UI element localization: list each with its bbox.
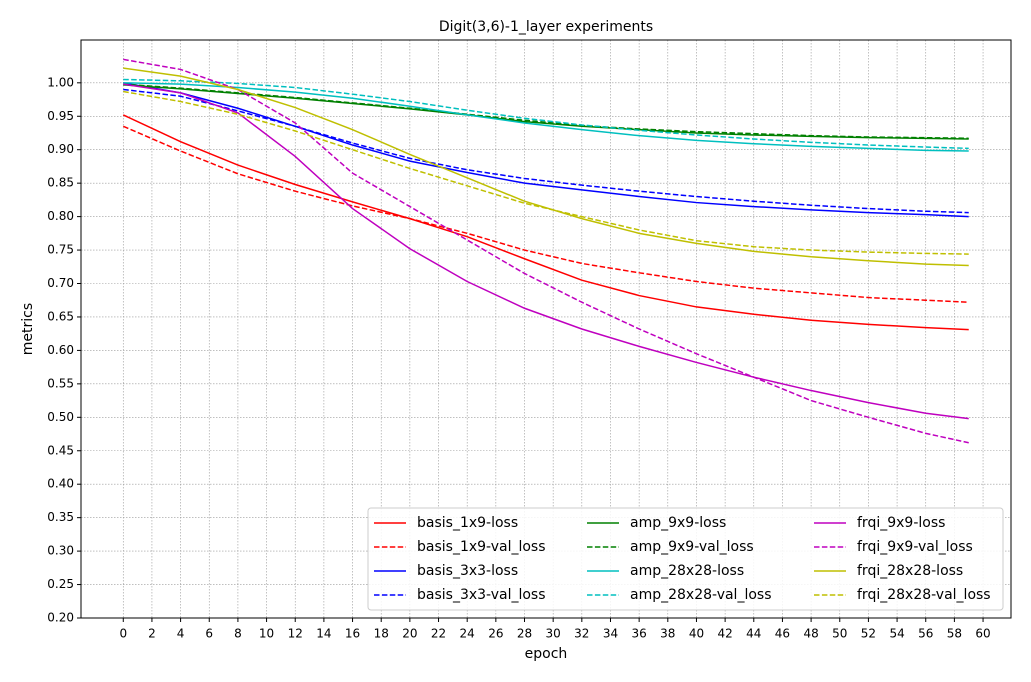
- x-tick-label: 44: [746, 627, 761, 641]
- legend-label: amp_9x9-val_loss: [630, 539, 754, 555]
- x-tick-label: 36: [632, 627, 647, 641]
- y-tick-label: 1.00: [47, 75, 74, 89]
- y-tick-label: 0.50: [47, 410, 74, 424]
- axes-frame: [80, 39, 1012, 619]
- series-line: [123, 67, 969, 267]
- x-tick-label: 40: [689, 627, 704, 641]
- x-tick-label: 46: [775, 627, 790, 641]
- series-line: [122, 125, 969, 303]
- series-line: [122, 114, 969, 331]
- x-tick-label: 58: [947, 627, 962, 641]
- y-tick-label: 0.80: [47, 209, 74, 223]
- x-tick-label: 26: [488, 627, 503, 641]
- x-tick-label: 0: [119, 627, 127, 641]
- series-line: [123, 82, 969, 152]
- x-tick-label: 18: [374, 627, 389, 641]
- y-tick-label: 0.70: [47, 276, 74, 290]
- x-tick-label: 48: [803, 627, 818, 641]
- y-axis-label: metrics: [20, 303, 36, 355]
- series-line: [123, 82, 969, 218]
- x-tick-label: 54: [889, 627, 904, 641]
- legend-label: basis_1x9-loss: [417, 515, 518, 531]
- legend-label: frqi_28x28-loss: [857, 563, 963, 579]
- series-line: [123, 83, 969, 420]
- x-tick-label: 12: [288, 627, 303, 641]
- series-line: [123, 90, 969, 255]
- x-tick-label: 42: [717, 627, 732, 641]
- x-tick-label: 8: [234, 627, 242, 641]
- x-tick-label: 6: [205, 627, 213, 641]
- x-tick-label: 52: [861, 627, 876, 641]
- y-tick-label: 0.95: [47, 109, 74, 123]
- series-line: [123, 78, 969, 150]
- y-tick-label: 0.20: [47, 611, 74, 625]
- x-tick-label: 30: [546, 627, 561, 641]
- legend-label: basis_3x3-loss: [417, 563, 518, 579]
- series-line: [123, 88, 969, 214]
- x-tick-label: 22: [431, 627, 446, 641]
- legend-box: [367, 507, 1004, 611]
- y-tick-label: 0.30: [47, 544, 74, 558]
- x-tick-label: 24: [460, 627, 475, 641]
- legend-label: amp_9x9-loss: [630, 515, 726, 531]
- x-tick-label: 10: [259, 627, 274, 641]
- x-tick-label: 38: [660, 627, 675, 641]
- y-tick-label: 0.40: [47, 477, 74, 491]
- x-tick-label: 32: [574, 627, 589, 641]
- y-tick-label: 0.55: [47, 376, 74, 390]
- x-tick-label: 2: [148, 627, 156, 641]
- legend-label: amp_28x28-val_loss: [630, 587, 772, 603]
- x-tick-label: 16: [345, 627, 360, 641]
- y-tick-label: 0.45: [47, 443, 74, 457]
- series-line: [123, 83, 969, 140]
- y-tick-label: 0.85: [47, 176, 74, 190]
- legend-label: frqi_9x9-val_loss: [857, 539, 973, 555]
- x-tick-label: 50: [832, 627, 847, 641]
- legend-label: amp_28x28-loss: [630, 563, 744, 579]
- y-tick-label: 0.75: [47, 243, 74, 257]
- legend-label: basis_1x9-val_loss: [417, 539, 546, 555]
- legend-label: frqi_9x9-loss: [857, 515, 945, 531]
- chart-title: Digit(3,6)-1_layer experiments: [439, 19, 653, 35]
- x-tick-label: 28: [517, 627, 532, 641]
- x-tick-label: 20: [402, 627, 417, 641]
- x-axis-label: epoch: [525, 646, 568, 662]
- y-tick-label: 0.65: [47, 309, 74, 323]
- y-tick-label: 0.35: [47, 510, 74, 524]
- x-tick-label: 34: [603, 627, 618, 641]
- x-tick-label: 60: [975, 627, 990, 641]
- y-tick-label: 0.90: [47, 142, 74, 156]
- x-tick-label: 56: [918, 627, 933, 641]
- x-tick-label: 4: [177, 627, 185, 641]
- y-tick-label: 0.60: [47, 343, 74, 357]
- y-tick-label: 0.25: [47, 577, 74, 591]
- legend-label: frqi_28x28-val_loss: [857, 587, 991, 603]
- series-line: [123, 58, 969, 444]
- x-tick-label: 14: [316, 627, 331, 641]
- legend-label: basis_3x3-val_loss: [417, 587, 546, 603]
